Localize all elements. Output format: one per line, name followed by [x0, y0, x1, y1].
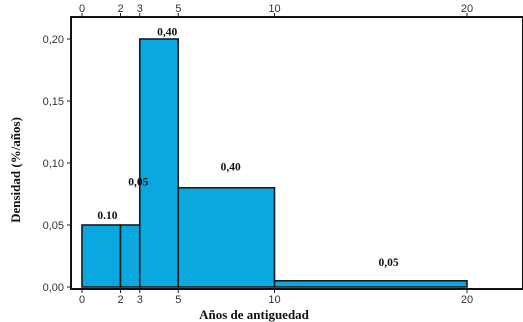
histogram-bar-2 — [138, 38, 180, 288]
bar-value-label: 0,05 — [378, 257, 398, 269]
histogram-bar-0 — [81, 224, 122, 288]
histogram-bar-4 — [273, 279, 468, 288]
x-tick-label-bottom: 2 — [117, 294, 123, 306]
y-tick-label: 0,10 — [43, 158, 64, 170]
bars-group — [81, 38, 468, 288]
x-axis-title: Años de antiguedad — [199, 307, 310, 322]
bar-annotations: 0.10 0,05 0,40 0,40 0,05 — [97, 26, 398, 269]
x-tick-label-bottom: 20 — [461, 294, 473, 306]
y-axis-title: Densidad (%/años) — [8, 117, 23, 223]
y-tick-label: 0,20 — [43, 34, 64, 46]
x-tick-label-top: 10 — [268, 3, 280, 15]
bar-value-label: 0.10 — [97, 210, 117, 222]
x-tick-label-top: 5 — [175, 3, 181, 15]
x-tick-label-top: 3 — [137, 3, 143, 15]
y-tick-label: 0,00 — [43, 282, 64, 294]
x-tick-label-bottom: 0 — [79, 294, 85, 306]
bar-value-label: 0,05 — [128, 176, 148, 188]
bar-value-label: 0,40 — [157, 26, 177, 38]
x-axis-bottom: 0 2 3 5 10 20 — [79, 289, 473, 306]
x-tick-label-top: 2 — [117, 3, 123, 15]
x-tick-label-bottom: 5 — [175, 294, 181, 306]
x-tick-label-bottom: 10 — [268, 294, 280, 306]
x-tick-label-top: 20 — [461, 3, 473, 15]
x-tick-label-bottom: 3 — [137, 294, 143, 306]
x-axis-top: 0 2 3 5 10 20 — [79, 3, 473, 17]
plot-frame — [70, 16, 523, 290]
x-tick-label-top: 0 — [79, 3, 85, 15]
y-tick-label: 0,15 — [43, 96, 64, 108]
histogram-bar-1 — [119, 224, 141, 288]
y-axis: 0,00 0,05 0,10 0,15 0,20 — [43, 34, 71, 294]
bar-value-label: 0,40 — [221, 161, 241, 173]
histogram-bar-3 — [177, 187, 276, 288]
y-tick-label: 0,05 — [43, 220, 64, 232]
